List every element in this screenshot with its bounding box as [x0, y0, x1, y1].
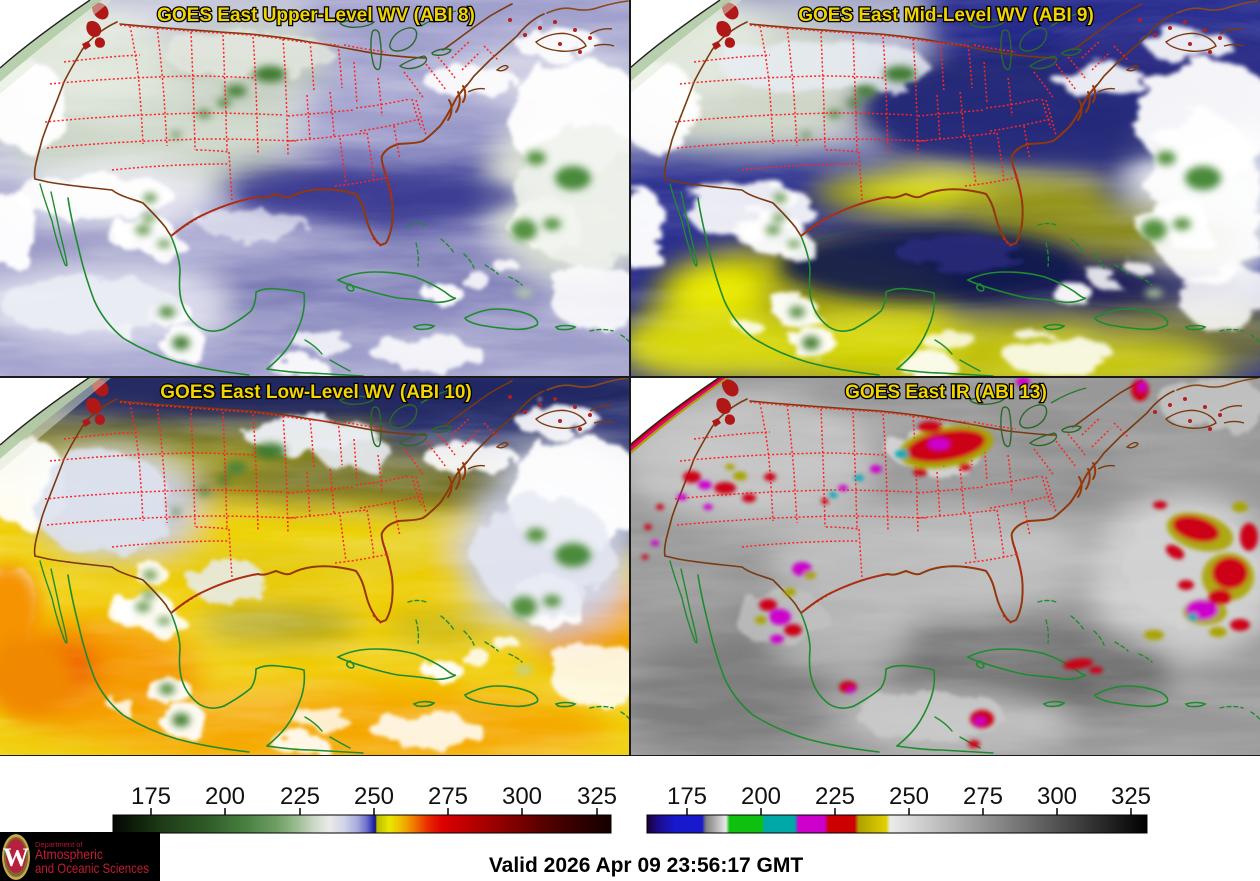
svg-text:and Oceanic Sciences: and Oceanic Sciences — [35, 860, 149, 876]
svg-text:300: 300 — [502, 783, 542, 810]
svg-text:GOES East Upper-Level WV (ABI: GOES East Upper-Level WV (ABI 8) — [157, 5, 475, 26]
svg-text:GOES East Mid-Level WV (ABI 9): GOES East Mid-Level WV (ABI 9) — [798, 5, 1094, 26]
svg-text:275: 275 — [963, 783, 1003, 810]
svg-text:225: 225 — [815, 783, 855, 810]
svg-text:200: 200 — [741, 783, 781, 810]
svg-text:200: 200 — [205, 783, 245, 810]
svg-text:225: 225 — [280, 783, 320, 810]
svg-text:325: 325 — [577, 783, 617, 810]
svg-text:175: 175 — [131, 783, 171, 810]
svg-text:GOES East Low-Level WV (ABI 10: GOES East Low-Level WV (ABI 10) — [160, 382, 471, 403]
svg-text:325: 325 — [1111, 783, 1151, 810]
svg-text:300: 300 — [1037, 783, 1077, 810]
svg-text:275: 275 — [428, 783, 468, 810]
svg-text:W: W — [3, 843, 29, 872]
svg-text:Valid 2026 Apr 09 23:56:17 GMT: Valid 2026 Apr 09 23:56:17 GMT — [489, 854, 804, 877]
svg-text:250: 250 — [354, 783, 394, 810]
svg-text:Atmospheric: Atmospheric — [35, 846, 103, 862]
svg-text:Department of: Department of — [35, 840, 83, 849]
svg-text:250: 250 — [889, 783, 929, 810]
svg-text:175: 175 — [667, 783, 707, 810]
svg-text:GOES East IR (ABI 13): GOES East IR (ABI 13) — [845, 382, 1047, 403]
